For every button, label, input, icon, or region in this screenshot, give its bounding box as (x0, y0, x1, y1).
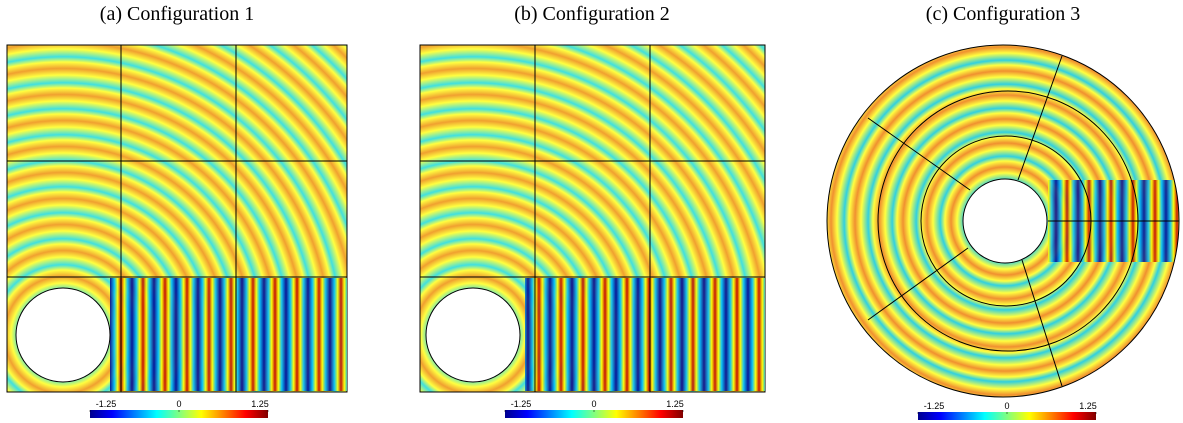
colorbar-tick-label: 0 (176, 399, 181, 409)
colorbar (505, 410, 683, 418)
colorbar-tick-label: -1.25 (96, 399, 117, 409)
panel-a (6, 44, 348, 393)
colorbar-tick-label: 1.25 (666, 399, 684, 409)
obstacle (425, 287, 521, 383)
colorbar-tick-label: 1.25 (251, 399, 269, 409)
mesh (826, 44, 1180, 398)
colorbar-tick-label: -1.25 (511, 399, 532, 409)
colorbar (90, 410, 268, 418)
colorbar-tick-label: -1.25 (924, 401, 945, 411)
panel-title: (b) Configuration 2 (514, 3, 670, 25)
mesh (7, 45, 347, 392)
mesh (420, 45, 765, 392)
panel-c (826, 44, 1180, 398)
field-stripes (110, 278, 347, 391)
colorbar-tick-label: 1.25 (1079, 401, 1097, 411)
colorbar-tick-label: 0 (1004, 401, 1009, 411)
panel-title: (c) Configuration 3 (926, 3, 1080, 25)
panel-b (419, 44, 766, 393)
colorbar-tick-label: 0 (591, 399, 596, 409)
panel-title: (a) Configuration 1 (100, 3, 254, 25)
obstacle (15, 287, 111, 383)
field-stripes (525, 278, 765, 391)
obstacle (962, 178, 1048, 264)
colorbar (918, 412, 1096, 420)
